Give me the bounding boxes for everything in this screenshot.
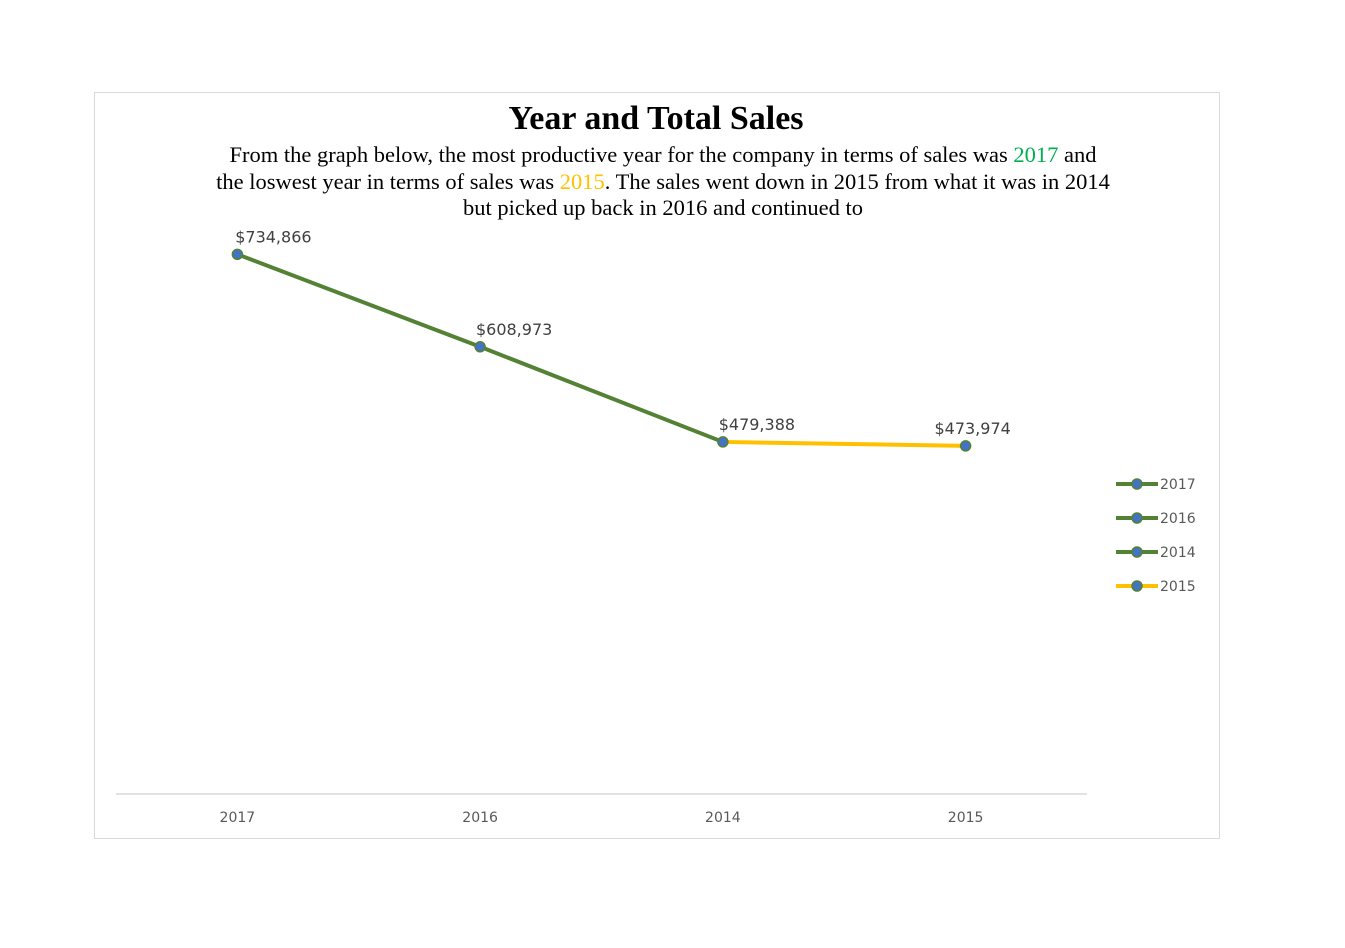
- chart-subtitle: From the graph below, the most productiv…: [213, 142, 1113, 222]
- legend-item: 2016: [1116, 511, 1196, 527]
- legend-item: 2014: [1116, 545, 1196, 561]
- data-label: $734,866: [235, 227, 311, 246]
- legend-item: 2017: [1116, 477, 1196, 493]
- data-label: $473,974: [934, 419, 1010, 438]
- axis-layer: 2017 2016 2014 2015: [116, 793, 1087, 826]
- data-label: $479,388: [719, 415, 795, 434]
- legend-marker: [1131, 512, 1143, 524]
- chart-frame: [94, 92, 1220, 839]
- subtitle-part-3: . The sales went down in 2015 from what …: [463, 168, 1110, 221]
- series-line-segment: [478, 344, 725, 444]
- series-line-segment: [720, 439, 968, 448]
- data-point-marker: [231, 248, 244, 261]
- subtitle-part-2: and the loswest year in terms of sales w…: [216, 142, 1097, 194]
- x-tick-label: 2016: [462, 810, 498, 826]
- series-line-segment: [235, 252, 483, 349]
- data-label: $608,973: [476, 320, 552, 339]
- x-tick-label: 2014: [705, 810, 741, 826]
- legend-marker: [1131, 580, 1143, 592]
- series-layer: [231, 248, 972, 452]
- chart-title: Year and Total Sales: [508, 100, 804, 137]
- x-tick-label: 2015: [948, 810, 984, 826]
- label-layer: $734,866 $608,973 $479,388 $473,974: [235, 227, 1011, 438]
- x-tick-label: 2017: [220, 810, 256, 826]
- data-point-marker: [474, 341, 486, 353]
- legend-label: 2015: [1160, 579, 1196, 595]
- legend-label: 2014: [1160, 545, 1196, 561]
- subtitle-highlight-low-year: 2015: [559, 168, 605, 194]
- legend-marker: [1131, 546, 1143, 558]
- legend: 2017 2016 2014 2015: [1116, 477, 1196, 595]
- data-point-marker: [959, 440, 972, 452]
- subtitle-highlight-high-year: 2017: [1013, 142, 1059, 167]
- subtitle-part-1: From the graph below, the most productiv…: [229, 142, 1014, 167]
- legend-label: 2016: [1160, 511, 1196, 527]
- legend-item: 2015: [1116, 579, 1196, 595]
- legend-label: 2017: [1160, 477, 1196, 493]
- legend-marker: [1131, 478, 1143, 490]
- data-point-marker: [717, 436, 729, 448]
